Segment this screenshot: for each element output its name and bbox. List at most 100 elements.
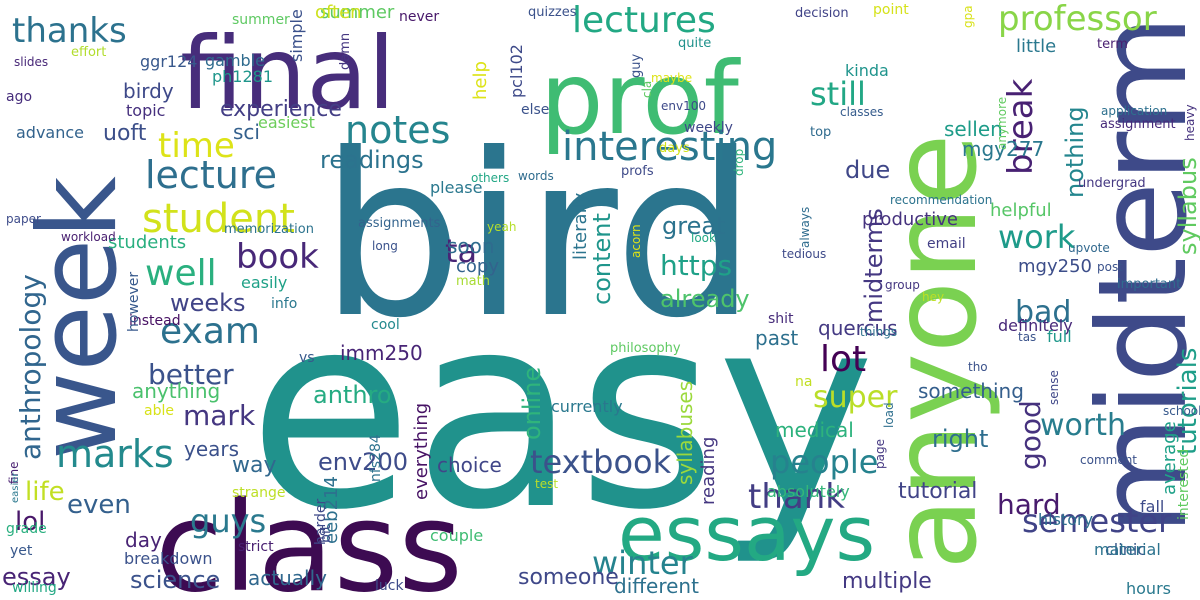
cloud-word: winter	[592, 544, 694, 582]
cloud-word: tas	[1018, 330, 1036, 344]
cloud-word: anymore	[995, 97, 1009, 150]
cloud-word: midterm	[1072, 15, 1200, 535]
cloud-word: days	[659, 141, 690, 156]
cloud-word: however	[126, 272, 142, 332]
cloud-word: currently	[551, 397, 623, 416]
cloud-word: notes	[345, 108, 450, 152]
cloud-word: sellen	[944, 117, 1003, 141]
cloud-word: https	[660, 249, 732, 282]
cloud-word: quercus	[818, 316, 898, 340]
cloud-word: lot	[820, 339, 866, 380]
cloud-word: experience	[220, 97, 342, 122]
cloud-word: great	[662, 212, 725, 240]
cloud-word: pcl102	[507, 44, 526, 98]
cloud-word: already	[660, 285, 750, 313]
cloud-word: tedious	[782, 247, 826, 261]
cloud-word: yeah	[487, 220, 516, 234]
cloud-word: able	[144, 403, 174, 419]
cloud-word: topic	[126, 101, 165, 120]
cloud-word: heavy	[1183, 104, 1197, 141]
cloud-word: weeks	[170, 289, 246, 317]
cloud-word: well	[145, 253, 217, 294]
cloud-word: harder	[313, 499, 329, 545]
cloud-word: load	[882, 402, 896, 428]
cloud-word: birdy	[123, 79, 174, 103]
cloud-word: class	[155, 476, 463, 600]
cloud-word: assignments	[358, 216, 441, 231]
cloud-word: willing	[12, 580, 57, 596]
cloud-word: textbook	[530, 443, 672, 481]
cloud-word: little	[1016, 36, 1056, 57]
cloud-word: effort	[71, 45, 106, 60]
cloud-word: marks	[56, 432, 174, 476]
cloud-word: uoft	[103, 121, 147, 146]
cloud-word: easy	[248, 257, 875, 569]
cloud-word: cool	[371, 317, 400, 333]
cloud-word: definitely	[998, 316, 1073, 335]
cloud-word: cla	[640, 81, 654, 98]
cloud-word: semester	[1022, 502, 1172, 540]
cloud-word: average	[1159, 421, 1180, 495]
cloud-word: top	[810, 125, 831, 140]
cloud-word: term	[1097, 37, 1128, 52]
cloud-word: essay	[2, 563, 71, 591]
cloud-word: years	[184, 437, 239, 461]
cloud-word: essays	[618, 489, 875, 578]
cloud-word: paper	[6, 212, 41, 226]
cloud-word: summer	[320, 2, 395, 23]
cloud-word: better	[148, 358, 234, 391]
cloud-word: gpa	[961, 5, 975, 28]
cloud-word: even	[67, 490, 131, 520]
cloud-word: something	[918, 379, 1024, 403]
cloud-word: often	[315, 2, 362, 23]
cloud-word: life	[25, 477, 65, 507]
cloud-word: lectures	[572, 0, 716, 41]
cloud-word: literally	[570, 192, 591, 260]
cloud-word: nothing	[1061, 106, 1089, 198]
cloud-word: syllabuses	[673, 381, 697, 485]
cloud-word: choice	[437, 453, 502, 477]
cloud-word: thank	[748, 477, 845, 517]
cloud-word: simple	[287, 9, 306, 62]
cloud-word: important	[1117, 277, 1181, 292]
cloud-word: drop	[732, 149, 746, 176]
cloud-word: yet	[10, 543, 33, 559]
cloud-word: anyone	[865, 133, 1003, 570]
cloud-word: helpful	[990, 200, 1052, 221]
cloud-word: instead	[129, 313, 181, 329]
cloud-word: strict	[238, 539, 274, 555]
cloud-word: week	[16, 176, 141, 460]
cloud-word: history	[1038, 510, 1093, 529]
cloud-word: material	[1094, 540, 1161, 559]
cloud-word: maybe	[651, 71, 692, 85]
cloud-word: things	[860, 325, 897, 339]
cloud-word: nfs284	[368, 434, 384, 482]
cloud-word: different	[614, 574, 699, 598]
cloud-word: tutorials	[1173, 348, 1200, 455]
cloud-word: post	[1097, 260, 1123, 274]
cloud-word: kinda	[845, 61, 889, 80]
cloud-word: quite	[678, 36, 711, 51]
cloud-word: hard	[997, 488, 1061, 521]
cloud-word: mgy250	[1018, 256, 1092, 277]
cloud-word: summer	[232, 12, 290, 28]
cloud-word: guys	[190, 502, 266, 540]
cloud-word: env200	[318, 448, 408, 476]
cloud-word: long	[372, 239, 398, 253]
cloud-word: reading	[698, 437, 719, 505]
cloud-word: email	[927, 236, 966, 252]
cloud-word: point	[873, 2, 909, 18]
cloud-word: always	[798, 207, 812, 248]
cloud-word: never	[399, 9, 439, 25]
cloud-word: lecture	[145, 153, 277, 197]
cloud-word: na	[795, 374, 812, 390]
cloud-word: science	[130, 566, 220, 594]
cloud-word: luck	[375, 578, 404, 594]
cloud-word: acorn	[629, 224, 643, 258]
cloud-word: fall	[1140, 497, 1164, 516]
cloud-word: group	[885, 278, 920, 292]
cloud-word: fine	[7, 461, 21, 484]
cloud-word: please	[430, 178, 482, 197]
cloud-word: page	[873, 439, 887, 469]
cloud-word: copy	[456, 256, 499, 277]
